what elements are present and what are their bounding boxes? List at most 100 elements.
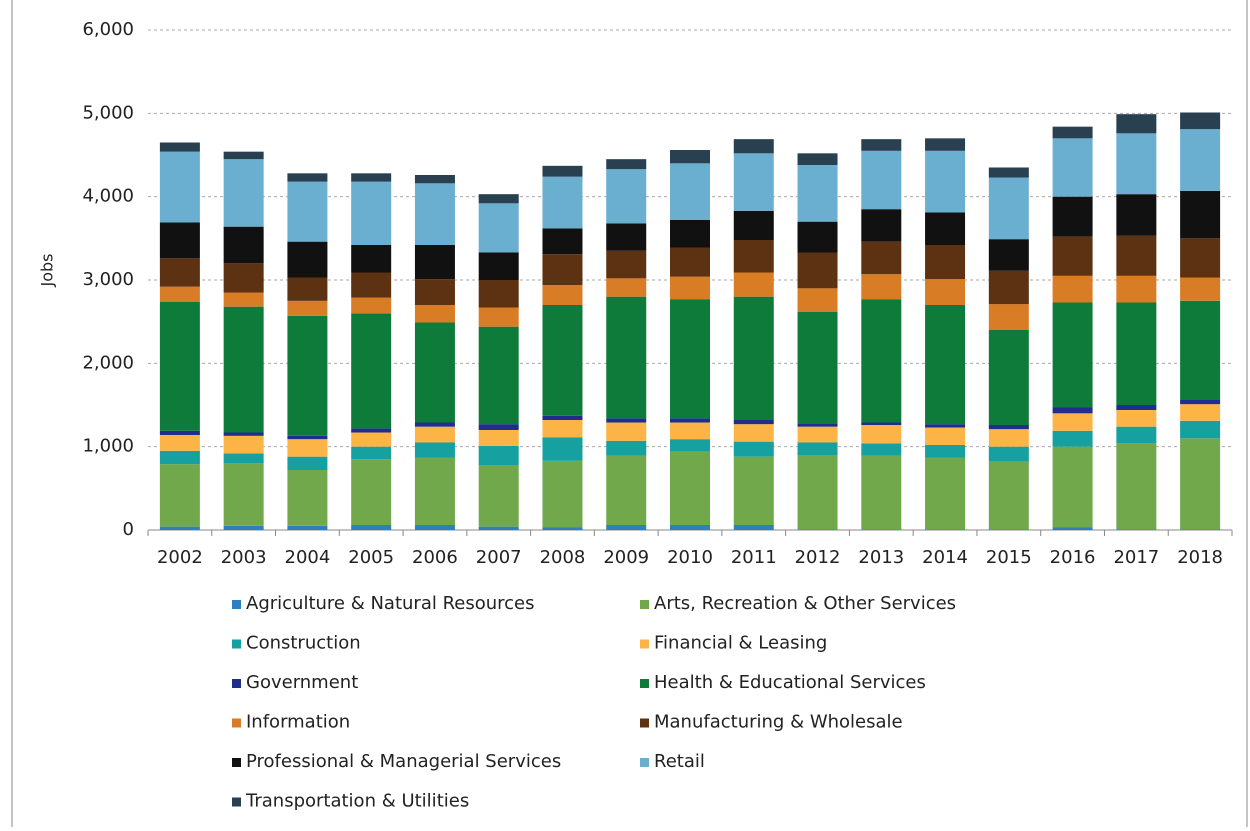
bar-segment: [1052, 407, 1093, 414]
legend-marker: [640, 758, 649, 767]
bar-segment: [1052, 302, 1093, 408]
bar-segment: [733, 296, 774, 420]
bar-segment: [1116, 426, 1157, 444]
bar-segment: [414, 422, 455, 427]
bar-segment: [1052, 430, 1093, 447]
legend-marker: [640, 718, 649, 728]
bar-segment: [670, 418, 710, 423]
bar-segment: [223, 306, 264, 433]
bar-segment: [925, 305, 966, 425]
bar-segment: [1052, 126, 1093, 139]
bar-segment: [223, 151, 264, 160]
bar-segment: [287, 300, 328, 316]
bar-segment: [733, 525, 774, 530]
bar-segment: [351, 297, 392, 314]
bar-segment: [287, 525, 328, 530]
bar-segment: [988, 167, 1029, 178]
x-tick-label: 2004: [285, 547, 331, 568]
bar-segment: [733, 441, 774, 457]
bar-segment: [1052, 196, 1093, 237]
bar-segment: [1180, 277, 1221, 301]
bar-segment: [925, 424, 966, 428]
bar-segment: [733, 456, 774, 525]
bar-segment: [287, 470, 328, 526]
bar-segment: [797, 221, 838, 253]
bar-segment: [1180, 129, 1221, 191]
bar-segment: [606, 422, 647, 441]
bar-segment: [988, 446, 1029, 462]
bar-segment: [287, 181, 328, 242]
bar-segment: [414, 442, 455, 458]
bar-segment: [670, 439, 710, 452]
bar-segment: [287, 173, 328, 182]
bar-segment: [1116, 194, 1157, 236]
bar-segment: [159, 151, 200, 223]
x-tick-label: 2012: [795, 547, 841, 568]
bar-segment: [542, 420, 583, 438]
bar-segment: [1052, 138, 1093, 197]
bar-segment: [861, 241, 902, 275]
bar-segment: [287, 435, 328, 440]
bar-segment: [351, 245, 392, 273]
bar-segment: [542, 305, 583, 416]
legend-label: Professional & Managerial Services: [246, 751, 561, 772]
bar-segment: [478, 430, 519, 446]
bar-segment: [925, 457, 966, 530]
x-tick-label: 2009: [603, 547, 649, 568]
bar-segment: [1180, 420, 1221, 439]
bar-segment: [733, 272, 774, 297]
bar-segment: [414, 183, 455, 245]
bar-segment: [1116, 114, 1157, 134]
bar-segment: [733, 210, 774, 240]
bar-segment: [606, 169, 647, 224]
bar-segment: [797, 252, 838, 289]
bar-segment: [159, 435, 200, 451]
bar-segment: [223, 435, 264, 454]
bar-segment: [1116, 529, 1157, 530]
bar-segment: [670, 150, 710, 164]
bar-segment: [925, 245, 966, 280]
bar-segment: [606, 159, 647, 170]
bar-segment: [670, 276, 710, 300]
bar-segment: [670, 525, 710, 530]
legend-marker: [232, 758, 241, 767]
bar-segment: [670, 163, 710, 220]
bar-segment: [223, 525, 264, 530]
bar-segment: [478, 526, 519, 530]
bar-segment: [925, 445, 966, 458]
bar-segment: [1180, 404, 1221, 421]
bar-segment: [606, 250, 647, 279]
bar-segment: [351, 272, 392, 298]
bar-segment: [988, 304, 1029, 330]
y-tick-label: 4,000: [82, 186, 134, 207]
bar-segment: [159, 286, 200, 302]
bar-segment: [988, 461, 1029, 530]
x-tick-label: 2011: [731, 547, 777, 568]
bar-segment: [287, 241, 328, 278]
legend-label: Arts, Recreation & Other Services: [654, 593, 956, 614]
bar-segment: [861, 443, 902, 456]
y-tick-label: 5,000: [82, 102, 134, 123]
bar-segment: [1116, 302, 1157, 405]
bar-segment: [606, 440, 647, 456]
legend-marker: [640, 639, 649, 649]
bar-segment: [733, 139, 774, 154]
bar-segment: [287, 277, 328, 301]
bar-segment: [1180, 300, 1221, 400]
bar-segment: [606, 455, 647, 525]
bar-segment: [670, 299, 710, 419]
bar-segment: [670, 247, 710, 277]
bar-segment: [797, 455, 838, 530]
bar-segment: [988, 429, 1029, 447]
bar-segment: [797, 311, 838, 424]
x-tick-label: 2014: [922, 547, 968, 568]
bar-segment: [223, 432, 264, 436]
bar-segment: [797, 423, 838, 427]
bar-segment: [414, 245, 455, 280]
bar-segment: [606, 525, 647, 530]
y-tick-label: 2,000: [82, 352, 134, 373]
bar-segment: [861, 422, 902, 425]
bar-segment: [861, 299, 902, 423]
bar-segment: [414, 175, 455, 184]
bar-segment: [1116, 443, 1157, 530]
